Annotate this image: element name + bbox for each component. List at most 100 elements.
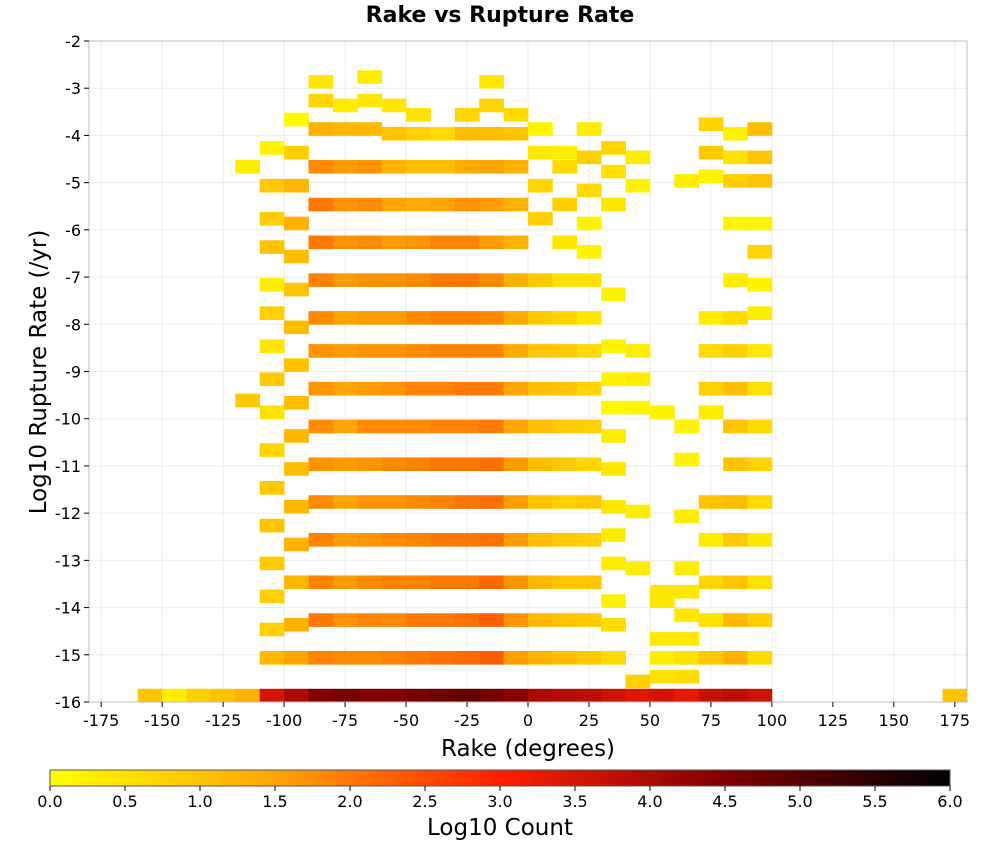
heatmap-cell — [332, 159, 358, 174]
heatmap-cell — [479, 457, 505, 472]
x-tick-label: 150 — [879, 711, 910, 730]
heatmap-cell — [747, 216, 773, 231]
heatmap-cell — [479, 688, 505, 703]
colorbar-tick-label: 1.0 — [187, 792, 212, 811]
x-axis-label: Rake (degrees) — [441, 736, 615, 762]
heatmap-cell — [381, 613, 407, 627]
heatmap-cell — [674, 509, 700, 523]
heatmap-cell — [723, 651, 748, 665]
heatmap-cell — [381, 126, 407, 141]
heatmap-cell — [674, 632, 700, 646]
heatmap-cell — [503, 344, 529, 358]
heatmap-cell — [528, 457, 553, 472]
heatmap-cell — [674, 608, 700, 623]
heatmap-cell — [332, 575, 358, 590]
heatmap-cell — [454, 613, 480, 627]
heatmap-cell — [259, 339, 285, 354]
heatmap-cell — [406, 651, 431, 665]
heatmap-cell — [528, 532, 553, 547]
heatmap-cell — [381, 159, 407, 174]
heatmap-cell — [479, 419, 505, 434]
heatmap-cell — [528, 344, 553, 358]
heatmap-cell — [308, 532, 334, 547]
heatmap-cell — [284, 178, 309, 193]
heatmap-cell — [332, 311, 358, 325]
heatmap-cell — [552, 495, 578, 509]
heatmap-cell — [625, 688, 651, 703]
heatmap-cell — [747, 575, 773, 590]
x-tick-label: -175 — [83, 711, 119, 730]
heatmap-cell — [747, 532, 773, 547]
heatmap-cell — [601, 528, 626, 542]
heatmap-cell — [332, 688, 358, 703]
heatmap-cell — [357, 159, 383, 174]
heatmap-cell — [698, 651, 724, 665]
colorbar-tick-label: 3.5 — [562, 792, 587, 811]
heatmap-cell — [454, 235, 480, 250]
heatmap-cell — [406, 688, 431, 703]
heatmap-cell — [723, 273, 748, 287]
heatmap-cell — [576, 183, 602, 198]
heatmap-cell — [332, 98, 358, 113]
heatmap-cell — [259, 405, 285, 420]
heatmap-cell — [528, 651, 553, 665]
heatmap-cell — [406, 108, 431, 122]
heatmap-cell — [430, 344, 456, 358]
heatmap-cell — [503, 495, 529, 509]
colorbar-tick-label: 3.0 — [487, 792, 512, 811]
heatmap-cell — [308, 74, 334, 89]
heatmap-cell — [406, 613, 431, 627]
x-tick-label: -50 — [393, 711, 419, 730]
heatmap-cell — [747, 457, 773, 472]
heatmap-cell — [698, 344, 724, 358]
heatmap-cell — [284, 429, 309, 443]
heatmap-cell — [259, 211, 285, 226]
colorbar-tick-label: 5.0 — [787, 792, 812, 811]
heatmap-cell — [552, 344, 578, 358]
heatmap-cell — [625, 561, 651, 575]
colorbar-tick-label: 0.5 — [112, 792, 137, 811]
heatmap-cell — [430, 532, 456, 547]
heatmap-cell — [381, 197, 407, 212]
heatmap-cell — [528, 495, 553, 509]
heatmap-cell — [698, 575, 724, 590]
heatmap-cell — [479, 98, 505, 113]
heatmap-cell — [381, 575, 407, 590]
heatmap-cell — [747, 651, 773, 665]
heatmap-cell — [454, 532, 480, 547]
heatmap-cell — [381, 344, 407, 358]
heatmap-cell — [284, 575, 309, 590]
heatmap-cell — [747, 244, 773, 259]
heatmap-cell — [625, 178, 651, 193]
heatmap-cell — [357, 419, 383, 434]
heatmap-cell — [430, 613, 456, 627]
y-tick-label: -8 — [65, 315, 81, 334]
heatmap-cell — [259, 141, 285, 155]
heatmap-cell — [503, 613, 529, 627]
heatmap-cell — [308, 93, 334, 108]
heatmap-cell — [747, 174, 773, 188]
y-tick-label: -4 — [65, 126, 81, 145]
heatmap-cell — [747, 381, 773, 396]
heatmap-cell — [698, 613, 724, 627]
x-tick-label: -150 — [144, 711, 180, 730]
heatmap-cell — [528, 419, 553, 434]
heatmap-cell — [381, 457, 407, 472]
heatmap-cell — [576, 273, 602, 287]
y-tick-label: -9 — [65, 363, 81, 382]
heatmap-cell — [259, 306, 285, 320]
heatmap-cell — [649, 584, 675, 599]
heatmap-cell — [747, 150, 773, 165]
heatmap-cell — [723, 457, 748, 472]
heatmap-cell — [698, 405, 724, 420]
heatmap-cell — [284, 216, 309, 231]
x-tick-label: 50 — [640, 711, 660, 730]
heatmap-cell — [430, 688, 456, 703]
heatmap-cell — [625, 504, 651, 519]
heatmap-cell — [357, 344, 383, 358]
heatmap-cell — [284, 249, 309, 264]
heatmap-cell — [576, 457, 602, 472]
heatmap-cell — [332, 457, 358, 472]
heatmap-cell — [576, 344, 602, 358]
heatmap-cell — [357, 457, 383, 472]
